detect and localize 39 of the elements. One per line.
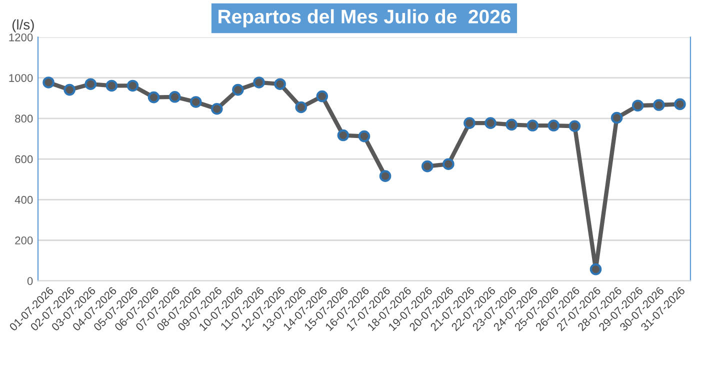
y-tick-label: 1000 — [9, 74, 33, 82]
y-tick-label: 1200 — [9, 33, 33, 42]
point — [148, 91, 160, 104]
chart-title: Repartos del Mes Julio de 2026 — [218, 9, 511, 28]
y-tick-label: 200 — [15, 236, 33, 244]
point — [568, 120, 581, 132]
point — [211, 102, 223, 115]
point — [42, 76, 54, 88]
point — [590, 263, 602, 276]
point — [421, 160, 434, 172]
y-tick-label: 0 — [27, 277, 33, 285]
point — [106, 80, 118, 92]
point — [295, 101, 307, 114]
point — [632, 100, 644, 112]
point — [190, 96, 202, 108]
point — [253, 76, 265, 88]
point — [168, 90, 181, 103]
point — [464, 117, 476, 129]
y-axis-title: (l/s) — [12, 19, 34, 32]
point — [652, 99, 665, 111]
point — [610, 112, 623, 124]
point — [337, 129, 350, 142]
point — [64, 84, 76, 96]
point — [526, 120, 539, 132]
point — [674, 98, 686, 110]
point — [548, 120, 560, 132]
y-tick-label: 400 — [14, 196, 33, 204]
point — [358, 130, 370, 142]
point — [379, 170, 392, 182]
point — [484, 117, 496, 129]
y-tick-label: 600 — [15, 155, 33, 164]
point — [126, 80, 139, 92]
point — [84, 78, 97, 90]
y-tick-label: 800 — [15, 114, 33, 123]
point — [442, 158, 454, 170]
point — [506, 118, 518, 131]
point — [232, 84, 244, 96]
point — [316, 90, 328, 102]
point — [274, 78, 286, 90]
